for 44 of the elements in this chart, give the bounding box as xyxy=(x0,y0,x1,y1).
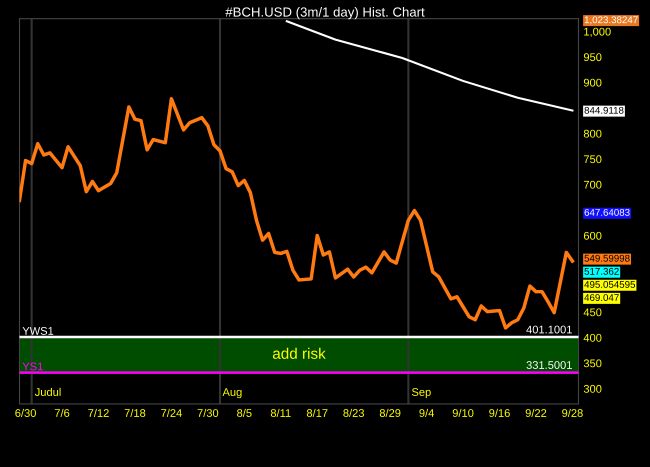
y-tick-label: 300 xyxy=(584,384,602,393)
text: 495.054595 xyxy=(584,281,636,288)
y-tick-label: 700 xyxy=(584,180,602,189)
x-tick-label: 7/12 xyxy=(88,408,109,417)
text: 647.64083 xyxy=(584,208,630,216)
x-tick-label: 7/24 xyxy=(161,408,182,417)
x-tick-label: 9/10 xyxy=(452,408,474,417)
x-tick-label: 8/23 xyxy=(343,408,364,417)
ref-line-label: YS1 xyxy=(22,362,43,370)
x-tick-label: 8/5 xyxy=(237,408,252,417)
text: 517.362 xyxy=(584,268,619,275)
band-label: add risk xyxy=(272,348,326,359)
y-tick-label: 950 xyxy=(584,53,602,62)
x-tick-label: 8/17 xyxy=(306,408,328,417)
y-tick-label: 750 xyxy=(584,155,602,164)
y-tick-label: 600 xyxy=(584,232,602,240)
annotation: 401.1001 xyxy=(526,326,572,334)
text: 549.59998 xyxy=(584,254,630,262)
ref-line-label: Sep xyxy=(412,388,431,398)
x-tick-label: 9/22 xyxy=(526,408,546,417)
ref-line-label: Aug xyxy=(222,388,242,398)
x-tick-label: 7/30 xyxy=(198,408,218,417)
y-tick-label: 1,000 xyxy=(584,28,611,37)
ref-line-label: Judul xyxy=(34,388,61,396)
y-tick-label: 350 xyxy=(584,359,602,368)
x-tick-label: 7/18 xyxy=(124,408,146,417)
text: 844.9118 xyxy=(584,106,624,114)
y-tick-label: 450 xyxy=(584,308,602,316)
x-tick-label: 8/11 xyxy=(270,408,291,417)
x-tick-label: 9/28 xyxy=(562,408,583,417)
line-series xyxy=(286,20,574,112)
chart-title: #BCH.USD (3m/1 day) Hist. Chart xyxy=(225,7,425,20)
y-tick-label: 800 xyxy=(584,130,602,138)
x-tick-label: 9/4 xyxy=(419,408,434,417)
ref-line-label: YWS1 xyxy=(22,326,54,335)
x-tick-label: 8/29 xyxy=(380,408,400,417)
y-tick-label: 900 xyxy=(584,78,602,87)
text: 469.047 xyxy=(584,294,619,301)
x-tick-label: 6/30 xyxy=(15,408,36,417)
x-tick-label: 7/6 xyxy=(54,408,70,417)
text: 1,023.38247 xyxy=(584,16,638,24)
annotation: 331.5001 xyxy=(526,361,572,369)
y-tick-label: 400 xyxy=(584,334,602,342)
x-tick-label: 9/16 xyxy=(489,408,510,417)
